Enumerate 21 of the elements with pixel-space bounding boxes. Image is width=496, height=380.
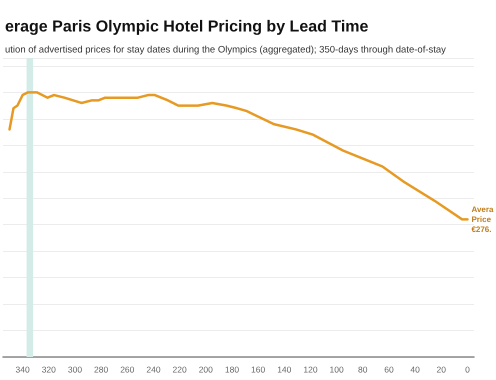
chart-subtitle: ution of advertised prices for stay dates during the Olympics (aggregated); 350-days through date-of-stay <box>5 44 446 56</box>
x-tick-label: 140 <box>277 364 292 374</box>
x-tick-label: 180 <box>224 364 240 374</box>
x-tick-label: 60 <box>384 364 394 374</box>
x-tick-label: 80 <box>358 364 368 374</box>
x-tick-label: 340 <box>16 364 30 374</box>
chart-title: erage Paris Olympic Hotel Pricing by Lead Time <box>5 18 368 36</box>
x-tick-label: 100 <box>330 364 344 374</box>
x-tick-label: 160 <box>251 364 266 374</box>
x-tick-label: 320 <box>42 364 56 374</box>
x-tick-label: 240 <box>146 364 161 374</box>
x-tick-label: 260 <box>120 364 135 374</box>
x-tick-label: 200 <box>198 364 214 374</box>
x-tick-label: 20 <box>436 364 446 374</box>
x-tick-label: 220 <box>172 364 187 374</box>
x-tick-label: 120 <box>303 364 318 374</box>
x-tick-label: 0 <box>465 364 470 374</box>
annotation: Avera Price €276. <box>471 204 494 234</box>
x-tick-label: 40 <box>410 364 420 374</box>
x-tick-label: 300 <box>68 364 82 374</box>
x-tick-label: 280 <box>94 364 108 374</box>
